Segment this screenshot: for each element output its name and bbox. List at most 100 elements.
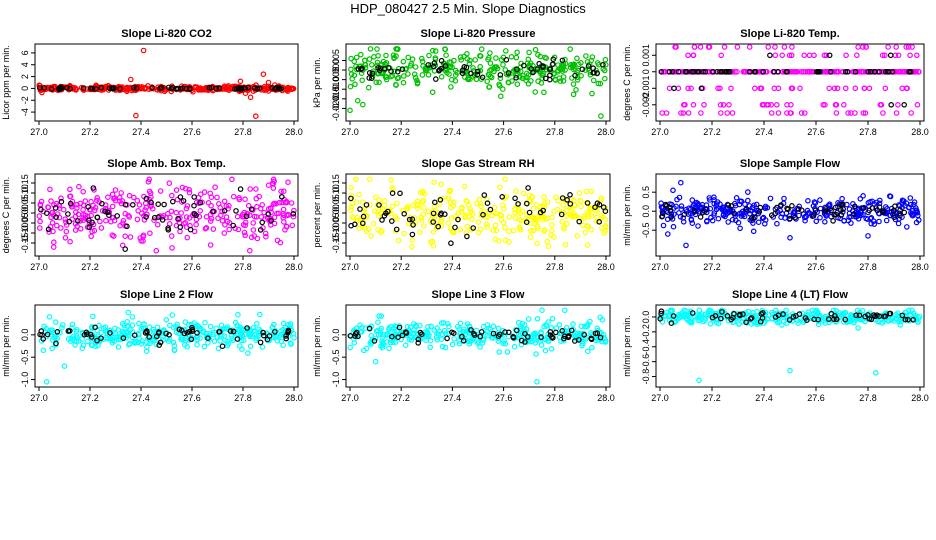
- data-point: [822, 320, 829, 326]
- data-point: [377, 331, 384, 338]
- data-point: [263, 233, 269, 240]
- data-point: [40, 347, 47, 354]
- data-point-black: [490, 330, 497, 337]
- data-point: [181, 220, 187, 227]
- data-point-black: [181, 330, 188, 337]
- data-point: [477, 226, 484, 233]
- data-point-black: [213, 85, 220, 92]
- data-point: [256, 193, 263, 200]
- data-point: [78, 226, 84, 232]
- data-point: [457, 320, 464, 327]
- data-point: [280, 320, 287, 327]
- data-point: [365, 226, 372, 232]
- data-point: [602, 338, 609, 345]
- data-point: [391, 68, 398, 75]
- x-tick-label: 27.2: [703, 393, 721, 403]
- data-point: [430, 229, 437, 235]
- data-point: [463, 230, 470, 236]
- data-point-black: [244, 325, 250, 331]
- data-point: [714, 205, 721, 211]
- data-point-black: [480, 211, 486, 218]
- data-point: [348, 204, 355, 210]
- y-tick-label: -4: [20, 108, 30, 116]
- data-point: [535, 51, 541, 58]
- data-point-black: [459, 70, 466, 77]
- data-point: [270, 201, 277, 208]
- data-point-black: [81, 331, 88, 338]
- data-point: [144, 344, 150, 351]
- data-point-black: [844, 69, 851, 75]
- data-point-black: [187, 226, 194, 233]
- data-point: [813, 307, 820, 314]
- data-point: [173, 209, 180, 216]
- data-point: [551, 70, 558, 76]
- data-point: [139, 85, 146, 92]
- data-point: [504, 349, 511, 355]
- data-point-black: [822, 206, 829, 212]
- data-point-black: [177, 194, 184, 200]
- data-point: [186, 189, 193, 196]
- data-point-black: [790, 314, 797, 320]
- data-point: [526, 49, 532, 56]
- data-point-black: [796, 311, 803, 317]
- data-point-black: [564, 197, 570, 203]
- chart-5: Slope Gas Stream RH 27.0 27.2 27.4 27.6 27.8 2…: [312, 158, 615, 272]
- data-point: [589, 54, 596, 60]
- chart-title: Slope Sample Flow: [740, 158, 841, 170]
- y-tick-label: -0.010: [331, 76, 341, 102]
- data-point-black: [751, 214, 758, 221]
- data-point: [214, 334, 221, 340]
- data-point: [841, 217, 847, 224]
- data-point: [484, 322, 491, 328]
- data-point-black: [668, 214, 674, 220]
- data-point-black: [784, 205, 790, 212]
- data-point: [758, 85, 765, 92]
- data-point: [242, 232, 249, 239]
- data-point-black: [890, 208, 897, 214]
- data-point: [201, 189, 208, 195]
- data-point-black: [760, 69, 767, 75]
- data-point: [590, 77, 597, 84]
- data-point: [502, 176, 508, 183]
- data-point-black: [431, 60, 438, 66]
- data-point: [558, 209, 565, 215]
- data-point: [490, 323, 497, 330]
- data-point: [772, 52, 779, 59]
- data-point-black: [406, 216, 413, 223]
- data-point: [465, 75, 472, 81]
- data-point: [194, 333, 201, 340]
- data-point: [383, 60, 390, 66]
- data-point: [497, 93, 504, 100]
- data-point-black: [458, 333, 465, 340]
- outlier-point: [133, 112, 139, 119]
- data-point: [690, 52, 697, 59]
- outlier-point: [260, 71, 267, 78]
- data-point-black: [99, 200, 105, 207]
- data-point-black: [558, 211, 565, 218]
- data-point-black: [208, 84, 215, 91]
- data-point: [134, 197, 141, 204]
- data-point: [543, 55, 550, 62]
- data-point-black: [600, 62, 606, 68]
- data-point: [562, 60, 569, 67]
- data-point-black: [681, 211, 688, 218]
- data-point: [384, 332, 390, 338]
- outlier-point: [598, 113, 604, 119]
- data-point: [535, 78, 541, 85]
- data-point: [568, 62, 574, 68]
- y-tick-label: -0.015: [331, 86, 341, 112]
- data-point: [413, 322, 419, 329]
- data-point: [391, 325, 397, 332]
- data-point-black: [588, 335, 595, 342]
- data-point: [253, 214, 260, 220]
- data-point: [67, 193, 74, 200]
- outlier-point: [393, 46, 399, 52]
- data-point: [858, 69, 865, 75]
- data-point: [866, 85, 873, 92]
- data-point: [530, 205, 537, 212]
- x-tick-label: 28.0: [911, 393, 929, 403]
- data-point: [278, 188, 284, 195]
- data-point-black: [549, 335, 556, 341]
- data-point-black: [268, 217, 274, 224]
- data-point-black: [497, 72, 504, 78]
